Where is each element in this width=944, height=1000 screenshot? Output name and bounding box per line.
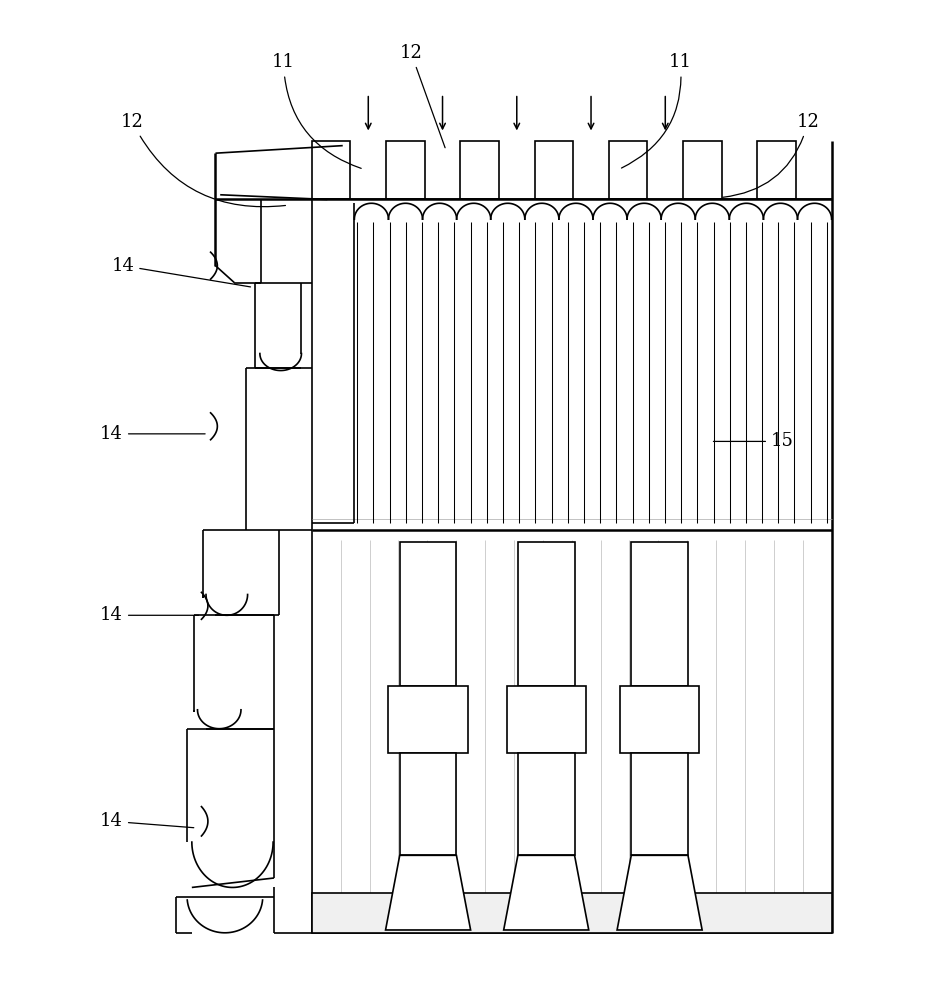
Text: 14: 14 <box>111 257 250 287</box>
Bar <box>386 141 424 199</box>
Text: 14: 14 <box>100 812 194 830</box>
Bar <box>506 686 585 753</box>
Bar <box>517 753 574 855</box>
Bar <box>683 141 721 199</box>
Text: 12: 12 <box>121 113 285 207</box>
Text: 14: 14 <box>100 606 198 624</box>
Text: 11: 11 <box>621 53 691 168</box>
Polygon shape <box>503 855 588 930</box>
Text: 12: 12 <box>399 44 445 148</box>
Text: 11: 11 <box>272 53 361 168</box>
Text: 12: 12 <box>722 113 818 197</box>
Bar <box>312 893 831 933</box>
Bar <box>399 542 456 686</box>
Text: 15: 15 <box>713 432 793 450</box>
Bar <box>619 686 699 753</box>
Bar <box>399 753 456 855</box>
Bar <box>608 141 647 199</box>
Polygon shape <box>616 855 701 930</box>
Bar <box>631 753 687 855</box>
Bar <box>756 141 795 199</box>
Bar <box>517 542 574 686</box>
Bar <box>631 542 687 686</box>
Bar <box>460 141 498 199</box>
Bar <box>312 141 350 199</box>
Bar <box>388 686 467 753</box>
Polygon shape <box>385 855 470 930</box>
Text: 14: 14 <box>100 425 205 443</box>
Bar <box>534 141 573 199</box>
